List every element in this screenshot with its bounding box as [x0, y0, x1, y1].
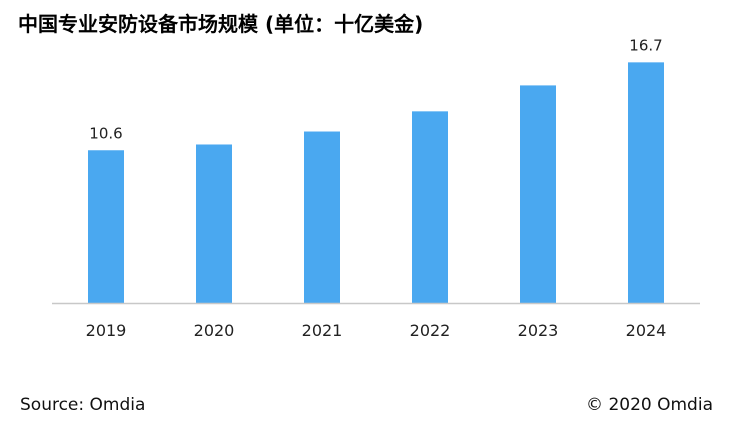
x-tick-label-2024: 2024: [626, 321, 667, 340]
bars-group: [88, 62, 664, 304]
bar-2020: [196, 144, 232, 303]
bar-2022: [412, 111, 448, 303]
data-labels-group: 10.6 16.7: [89, 36, 662, 142]
chart-title: 中国专业安防设备市场规模 (单位：十亿美金): [18, 12, 424, 36]
x-tick-label-2019: 2019: [86, 321, 127, 340]
x-tick-label-2020: 2020: [194, 321, 235, 340]
data-label-2024: 16.7: [629, 36, 662, 54]
bar-2023: [520, 85, 556, 304]
bar-2019: [88, 150, 124, 303]
data-label-2019: 10.6: [89, 124, 122, 142]
copyright-note: © 2020 Omdia: [586, 395, 713, 415]
x-tick-label-2023: 2023: [518, 321, 559, 340]
x-tick-label-2022: 2022: [410, 321, 451, 340]
bar-2021: [304, 131, 340, 303]
source-note: Source: Omdia: [20, 395, 146, 415]
x-tick-label-2021: 2021: [302, 321, 343, 340]
x-tick-labels-group: 2019 2020 2021 2022 2023 2024: [86, 321, 667, 340]
bar-2024: [628, 62, 664, 303]
